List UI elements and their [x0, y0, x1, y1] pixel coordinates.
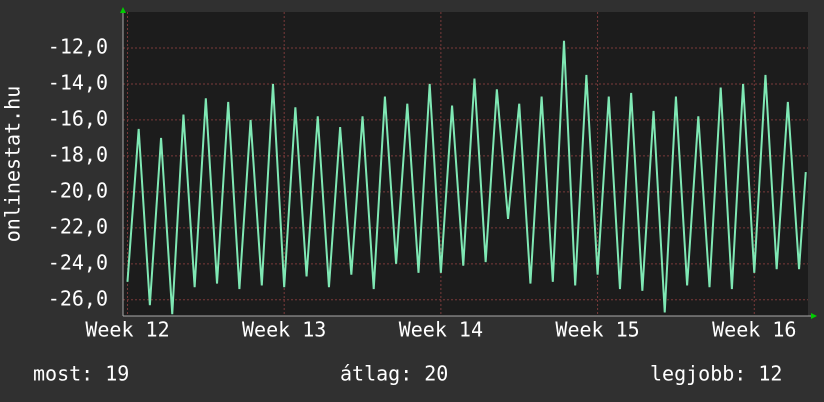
x-tick-label: Week 13 [242, 318, 326, 342]
footer-label: legjobb: [650, 362, 746, 386]
marks [126, 40, 807, 315]
line [126, 40, 807, 315]
y-tick-label: -16,0 [48, 106, 108, 130]
y-arrow [120, 7, 126, 13]
x-tick-label: Week 16 [712, 318, 796, 342]
y-tick-label: -26,0 [48, 286, 108, 310]
y-axis-label: onlinestat.hu [1, 86, 25, 243]
y-tick-label: -18,0 [48, 142, 108, 166]
x-tick-label: Week 12 [85, 318, 169, 342]
footer-label: átlag: [340, 362, 412, 386]
footer-value: 19 [105, 362, 129, 386]
y-tick-label: -14,0 [48, 70, 108, 94]
footer-value: 20 [424, 362, 448, 386]
x-tick-label: Week 15 [555, 318, 639, 342]
y-tick-label: -24,0 [48, 250, 108, 274]
y-tick-label: -12,0 [48, 34, 108, 58]
y-tick-label: -20,0 [48, 178, 108, 202]
x-arrow [811, 313, 817, 319]
footer-label: most: [33, 362, 93, 386]
x-tick-label: Week 14 [399, 318, 483, 342]
y-tick-label: -22,0 [48, 214, 108, 238]
footer-value: 12 [758, 362, 782, 386]
plot-area [123, 12, 808, 316]
